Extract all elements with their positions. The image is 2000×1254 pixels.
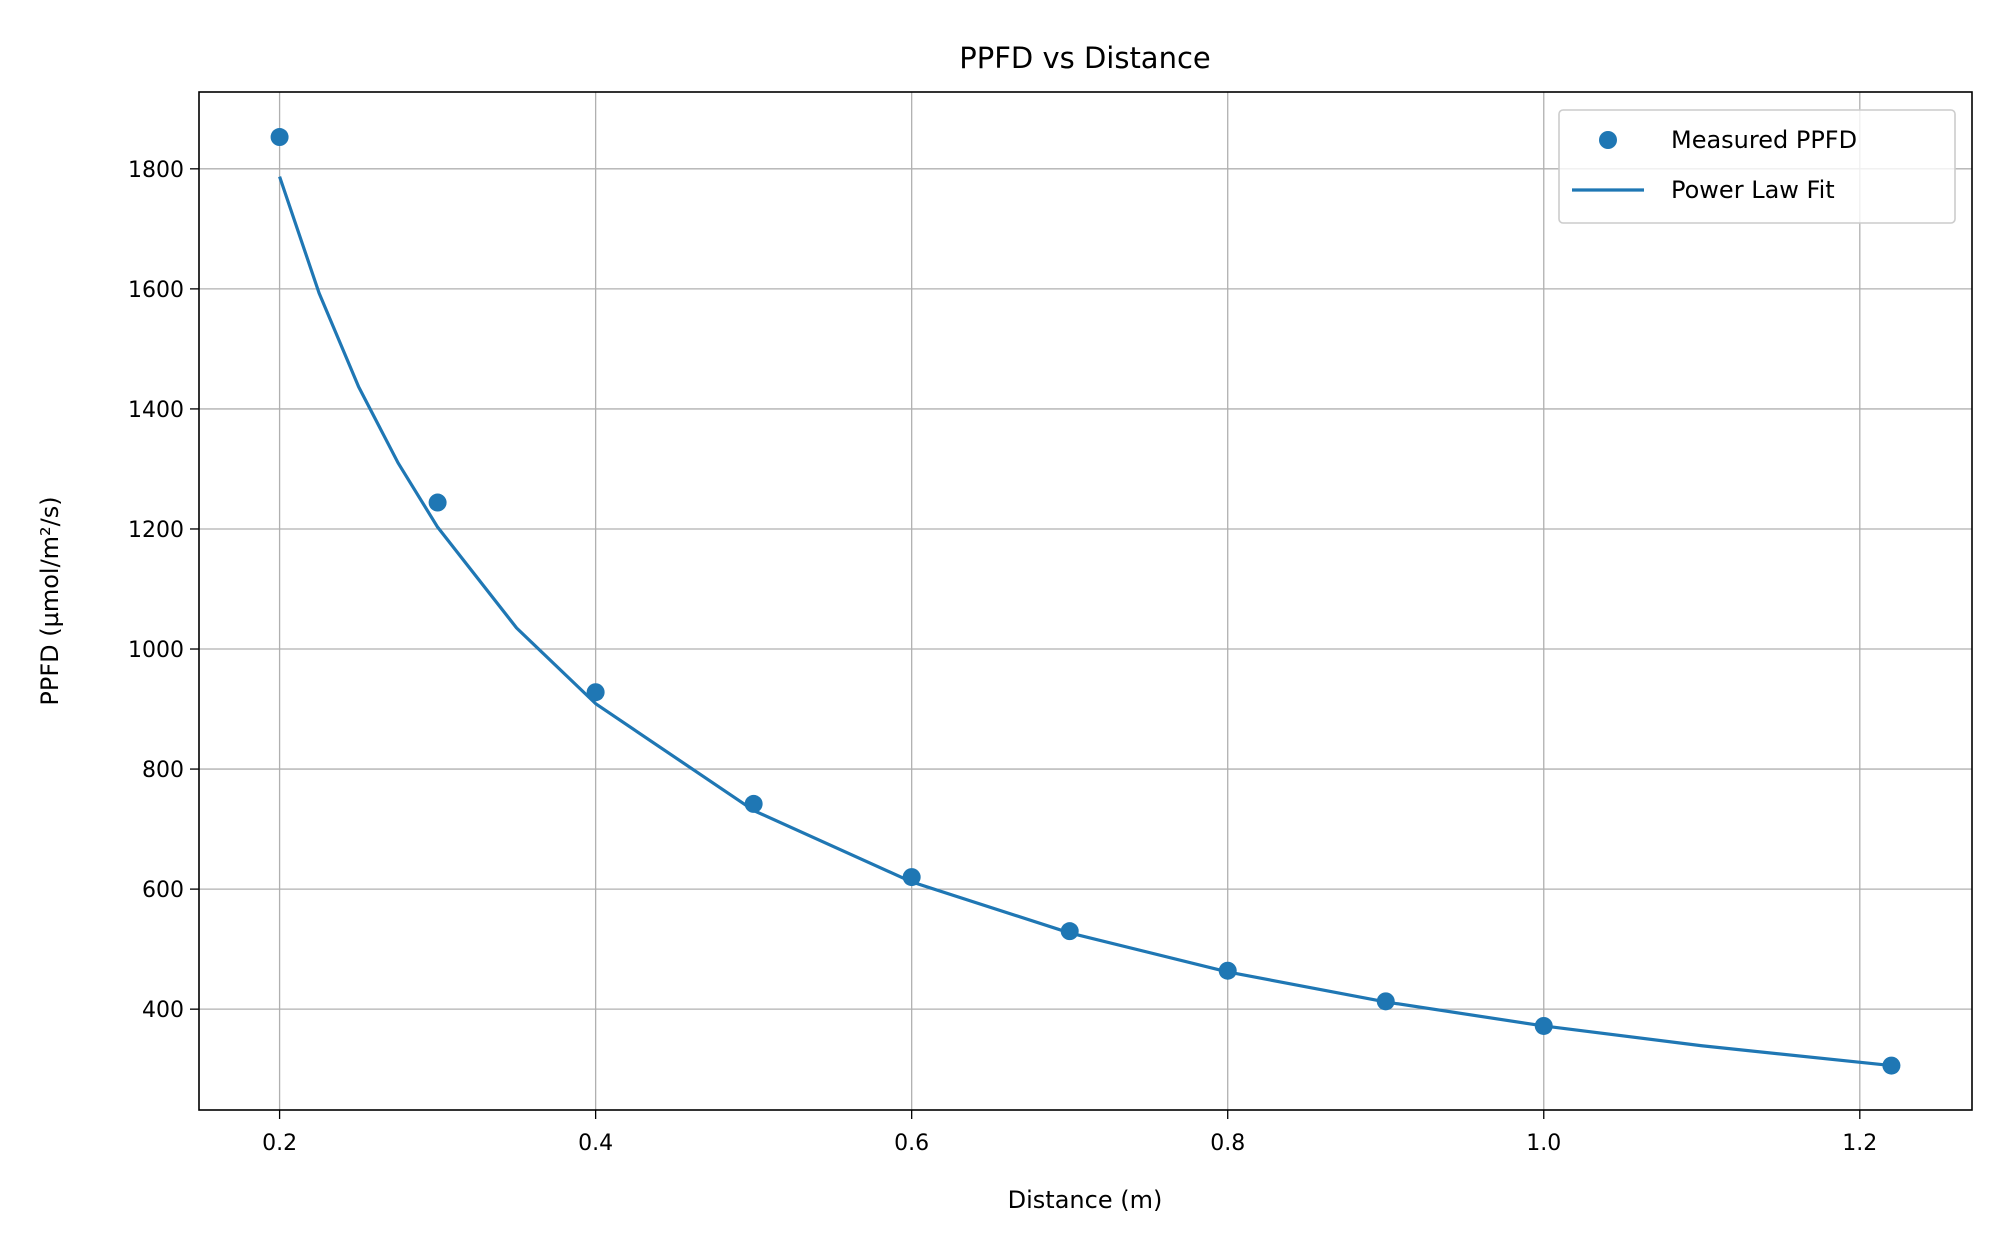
x-tick-label: 0.2 (262, 1131, 297, 1156)
data-point (270, 128, 289, 147)
y-tick-label: 1800 (128, 158, 184, 183)
y-tick-label: 600 (142, 878, 184, 903)
legend-marker-measured (1599, 131, 1617, 149)
data-point (744, 794, 763, 813)
legend-label-measured: Measured PPFD (1671, 126, 1857, 154)
x-axis: 0.2 0.4 0.6 0.8 1.0 1.2 (262, 1110, 1877, 1156)
legend: Measured PPFD Power Law Fit (1558, 109, 1956, 224)
data-point (1882, 1056, 1901, 1075)
data-point (1060, 922, 1079, 941)
grid (199, 92, 1972, 1110)
x-tick-label: 0.8 (1210, 1131, 1245, 1156)
data-point (586, 683, 605, 702)
data-point (1534, 1016, 1553, 1035)
fit-line-group (278, 176, 1892, 1068)
data-point (428, 493, 447, 512)
y-tick-label: 800 (142, 758, 184, 783)
x-tick-label: 1.0 (1526, 1131, 1561, 1156)
legend-label-fit: Power Law Fit (1671, 176, 1835, 204)
x-tick-label: 1.2 (1842, 1131, 1877, 1156)
y-tick-label: 400 (142, 998, 184, 1023)
y-tick-label: 1400 (128, 398, 184, 423)
axes-frame (198, 91, 1973, 1111)
power-law-fit-line (278, 176, 1892, 1068)
legend-box (1558, 109, 1956, 224)
x-tick-label: 0.6 (894, 1131, 929, 1156)
x-axis-label: Distance (m) (1008, 1186, 1163, 1214)
scatter-points (270, 128, 1901, 1075)
y-tick-label: 1200 (128, 518, 184, 543)
y-axis: 400 600 800 1000 1200 1400 1600 1800 (128, 158, 199, 1023)
data-point (902, 868, 921, 887)
data-point (1218, 961, 1237, 980)
y-axis-label: PPFD (µmol/m²/s) (36, 496, 64, 705)
chart-title: PPFD vs Distance (959, 41, 1211, 75)
data-point (1376, 992, 1395, 1011)
x-tick-label: 0.4 (578, 1131, 613, 1156)
y-tick-label: 1000 (128, 638, 184, 663)
y-tick-label: 1600 (128, 278, 184, 303)
